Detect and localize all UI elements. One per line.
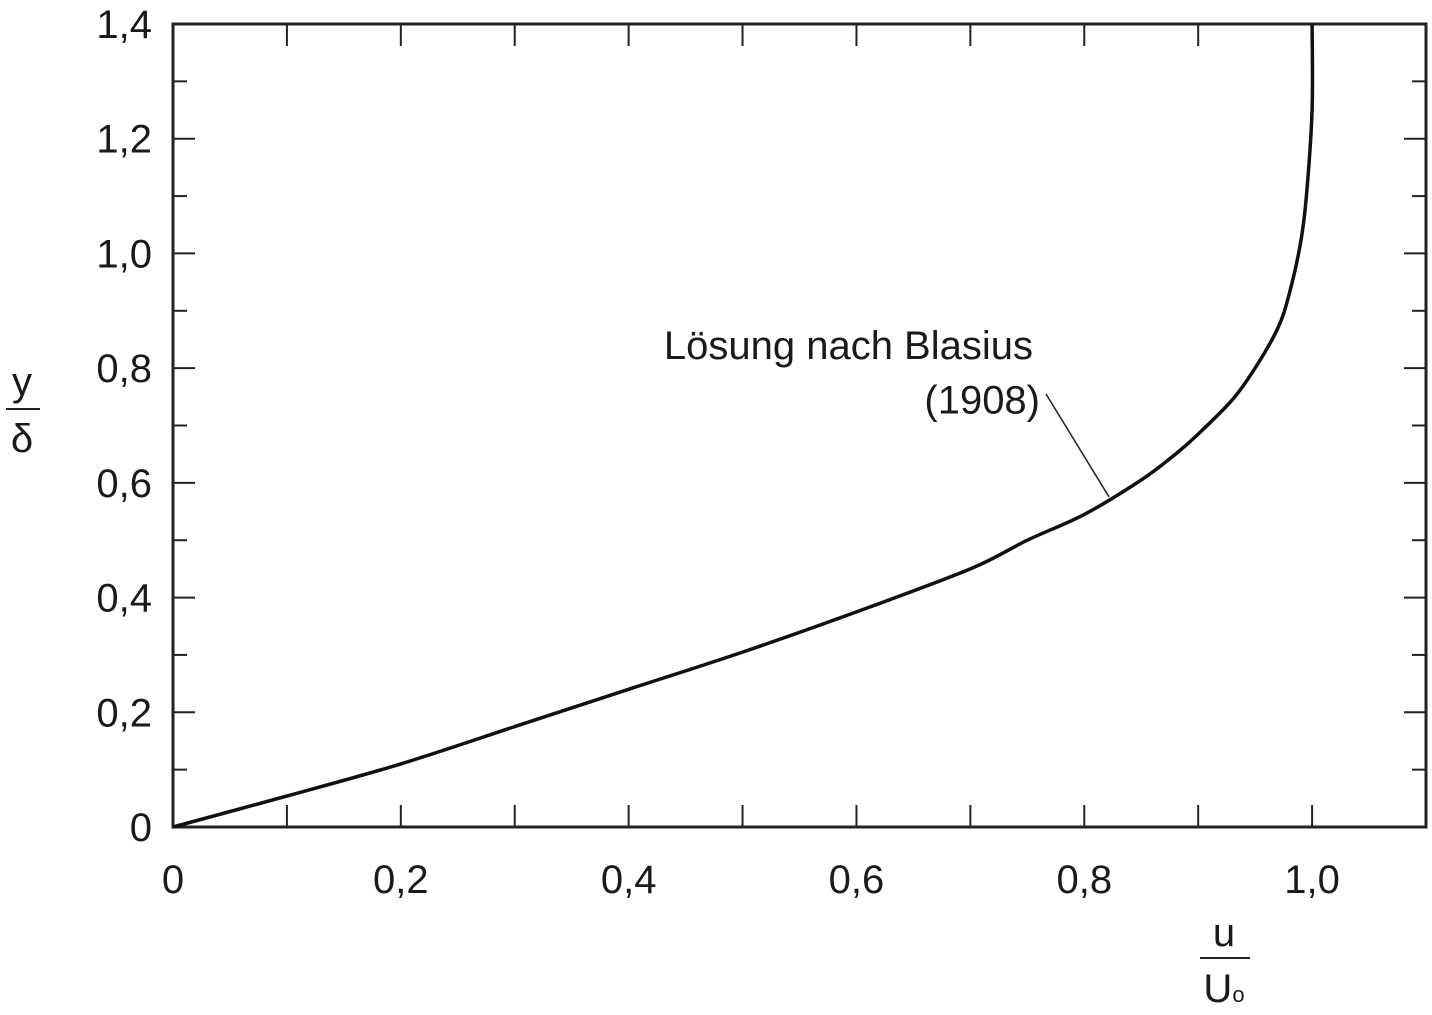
annotation-leader-line (1045, 393, 1110, 498)
x-tick-label: 1,0 (1284, 858, 1340, 902)
y-tick-label: 1,4 (96, 3, 152, 47)
y-tick-label: 1,2 (96, 118, 152, 162)
x-axis-label-numerator: u (1213, 911, 1235, 955)
x-tick-label: 0,8 (1056, 858, 1112, 902)
annotation-label: Lösung nach Blasius (664, 324, 1033, 368)
tick-marks (173, 24, 1426, 827)
y-tick-label: 0,6 (96, 462, 152, 506)
y-axis-label-numerator: y (12, 360, 32, 404)
x-tick-label: 0 (162, 858, 184, 902)
x-axis-label-denominator: Uo (1203, 967, 1244, 1011)
y-tick-label: 0,8 (96, 347, 152, 391)
tick-labels: 0 0,2 0,4 0,6 0,8 1,0 0 0,2 0,4 0,6 0,8 1,0 1,2 1,4 (96, 3, 1340, 902)
annotation-year: (1908) (924, 379, 1040, 423)
y-tick-label: 1,0 (96, 232, 152, 276)
velocity-profile-curve (172, 23, 1315, 829)
plot-frame (171, 22, 1428, 829)
y-axis-label-denominator: δ (11, 417, 33, 461)
y-tick-label: 0,2 (96, 691, 152, 735)
x-tick-label: 0,2 (373, 858, 429, 902)
y-tick-label: 0 (130, 806, 152, 850)
x-tick-label: 0,4 (601, 858, 657, 902)
y-tick-label: 0,4 (96, 577, 152, 621)
x-tick-label: 0,6 (829, 858, 885, 902)
